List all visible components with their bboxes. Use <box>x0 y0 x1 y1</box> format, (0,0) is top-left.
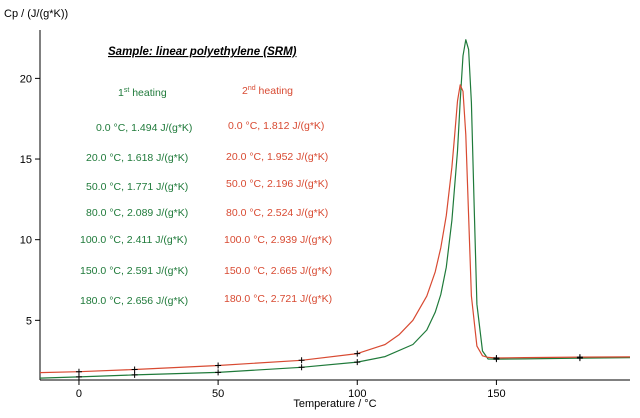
x-tick-label: 0 <box>76 388 82 400</box>
annotations-2nd-heating: 0.0 °C, 1.812 J/(g*K) 20.0 °C, 1.952 J/(… <box>224 120 332 305</box>
marker-2nd-heating <box>215 362 222 369</box>
annotation-1st-0c: 0.0 °C, 1.494 J/(g*K) <box>96 122 192 134</box>
chart-title: Sample: linear polyethylene (SRM) <box>108 46 297 58</box>
annotation-1st-100c: 100.0 °C, 2.411 J/(g*K) <box>80 234 187 246</box>
marker-1st-heating <box>75 373 82 380</box>
marker-2nd-heating <box>298 357 305 364</box>
marker-2nd-heating <box>493 354 500 361</box>
marker-1st-heating <box>215 369 222 376</box>
annotation-2nd-0c: 0.0 °C, 1.812 J/(g*K) <box>228 120 324 132</box>
marker-2nd-heating <box>576 354 583 361</box>
series-line-2nd-heating <box>39 84 631 374</box>
annotation-1st-80c: 80.0 °C, 2.089 J/(g*K) <box>86 207 188 219</box>
x-tick-label: 100 <box>348 388 366 400</box>
marker-layer <box>75 350 583 380</box>
annotation-2nd-180c: 180.0 °C, 2.721 J/(g*K) <box>224 293 332 305</box>
marker-1st-heating <box>298 364 305 371</box>
marker-2nd-heating <box>131 366 138 373</box>
annotation-2nd-80c: 80.0 °C, 2.524 J/(g*K) <box>226 207 328 219</box>
annotation-1st-50c: 50.0 °C, 1.771 J/(g*K) <box>86 181 188 193</box>
y-tick-label: 20 <box>20 73 32 85</box>
legend-header-1st-superscript: st <box>124 87 130 94</box>
y-tick-label: 10 <box>20 235 32 247</box>
series-layer <box>39 39 631 379</box>
marker-2nd-heating <box>75 368 82 375</box>
legend-header-1st-text: heating <box>129 87 167 99</box>
y-tick-label: 15 <box>20 154 32 166</box>
legend-header-2nd-superscript: nd <box>248 85 256 92</box>
legend-header-2nd-number: 2 <box>242 85 248 97</box>
legend-header-1st-number: 1 <box>118 87 124 99</box>
marker-1st-heating <box>131 371 138 378</box>
annotation-2nd-150c: 150.0 °C, 2.665 J/(g*K) <box>224 265 332 277</box>
legend-header-2nd-heating: 2nd heating <box>242 85 293 97</box>
annotation-2nd-100c: 100.0 °C, 2.939 J/(g*K) <box>224 234 332 246</box>
annotation-2nd-50c: 50.0 °C, 2.196 J/(g*K) <box>226 178 328 190</box>
x-tick-label: 150 <box>487 388 505 400</box>
ticks: 0 50 100 150 5 10 15 20 <box>20 73 506 400</box>
annotation-1st-180c: 180.0 °C, 2.656 J/(g*K) <box>80 295 188 307</box>
annotation-1st-150c: 150.0 °C, 2.591 J/(g*K) <box>80 265 188 277</box>
annotation-2nd-20c: 20.0 °C, 1.952 J/(g*K) <box>226 151 328 163</box>
x-axis-label: Temperature / °C <box>293 398 376 410</box>
annotation-1st-20c: 20.0 °C, 1.618 J/(g*K) <box>86 152 188 164</box>
x-tick-label: 50 <box>212 388 224 400</box>
y-axis-label: Cp / (J/(g*K)) <box>4 8 68 20</box>
marker-2nd-heating <box>354 350 361 357</box>
axes <box>39 30 630 381</box>
annotations-1st-heating: 0.0 °C, 1.494 J/(g*K) 20.0 °C, 1.618 J/(… <box>80 122 192 307</box>
legend-header-2nd-text: heating <box>256 85 294 97</box>
marker-1st-heating <box>354 359 361 366</box>
y-tick-label: 5 <box>26 315 32 327</box>
legend-header-1st-heating: 1st heating <box>118 87 167 99</box>
